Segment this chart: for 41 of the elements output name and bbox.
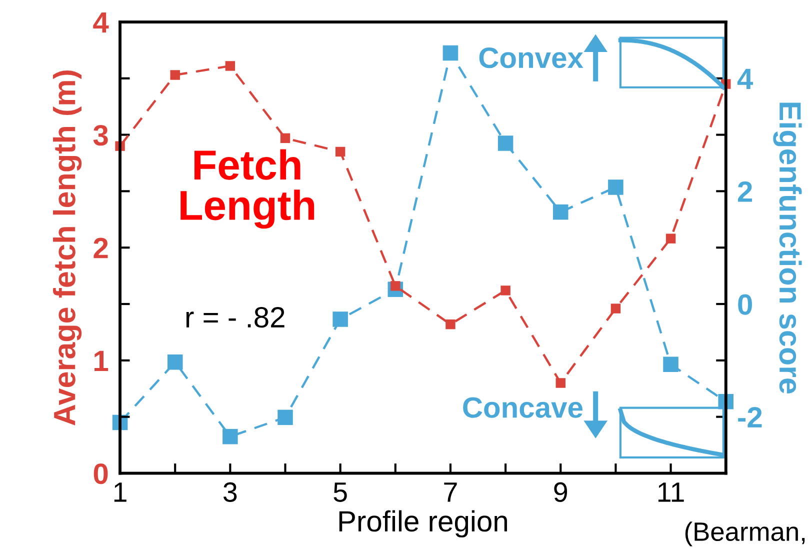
y-axis-title: Average fetch length (m) [52, 70, 82, 426]
annotation: Convex [479, 47, 584, 68]
point [442, 45, 458, 61]
point [498, 136, 514, 151]
x-axis-title: Profile region [339, 510, 507, 538]
y-tick-label: 1 [94, 350, 108, 371]
annotation: Fetch Length [180, 149, 314, 229]
point [332, 312, 348, 327]
point [556, 378, 566, 388]
point [335, 146, 346, 157]
y-tick-label: 3 [93, 124, 108, 146]
point [500, 286, 510, 296]
x-tick-label: 3 [224, 482, 237, 502]
point [280, 133, 290, 144]
point [225, 61, 236, 71]
point [610, 304, 621, 314]
y-tick-label: 4 [93, 12, 109, 33]
x-tick-label: 11 [658, 482, 684, 502]
annotation: r = - .82 [186, 306, 284, 328]
y2-tick-label: 0 [738, 294, 752, 315]
x-tick-label: 9 [554, 482, 568, 502]
x-tick-label: 7 [444, 482, 457, 502]
point [278, 410, 293, 426]
y-tick-label: 0 [94, 463, 108, 484]
point [222, 428, 238, 444]
point [552, 204, 568, 220]
y-tick-label: 2 [94, 238, 108, 258]
y2-axis-title: Eigenfunction score [773, 102, 802, 394]
point [446, 319, 456, 330]
annotation: Concave [463, 397, 582, 418]
point [170, 70, 180, 80]
y2-tick-label: 2 [738, 181, 752, 202]
text: (Bearman, [685, 522, 805, 546]
point [608, 180, 624, 195]
point [167, 354, 183, 370]
point [666, 234, 676, 244]
y2-tick-label: 4 [737, 68, 754, 89]
x-tick-label: 5 [334, 482, 347, 502]
y2-tick-label: -2 [738, 407, 762, 428]
point [663, 356, 678, 372]
x-tick-label: 1 [114, 482, 126, 502]
